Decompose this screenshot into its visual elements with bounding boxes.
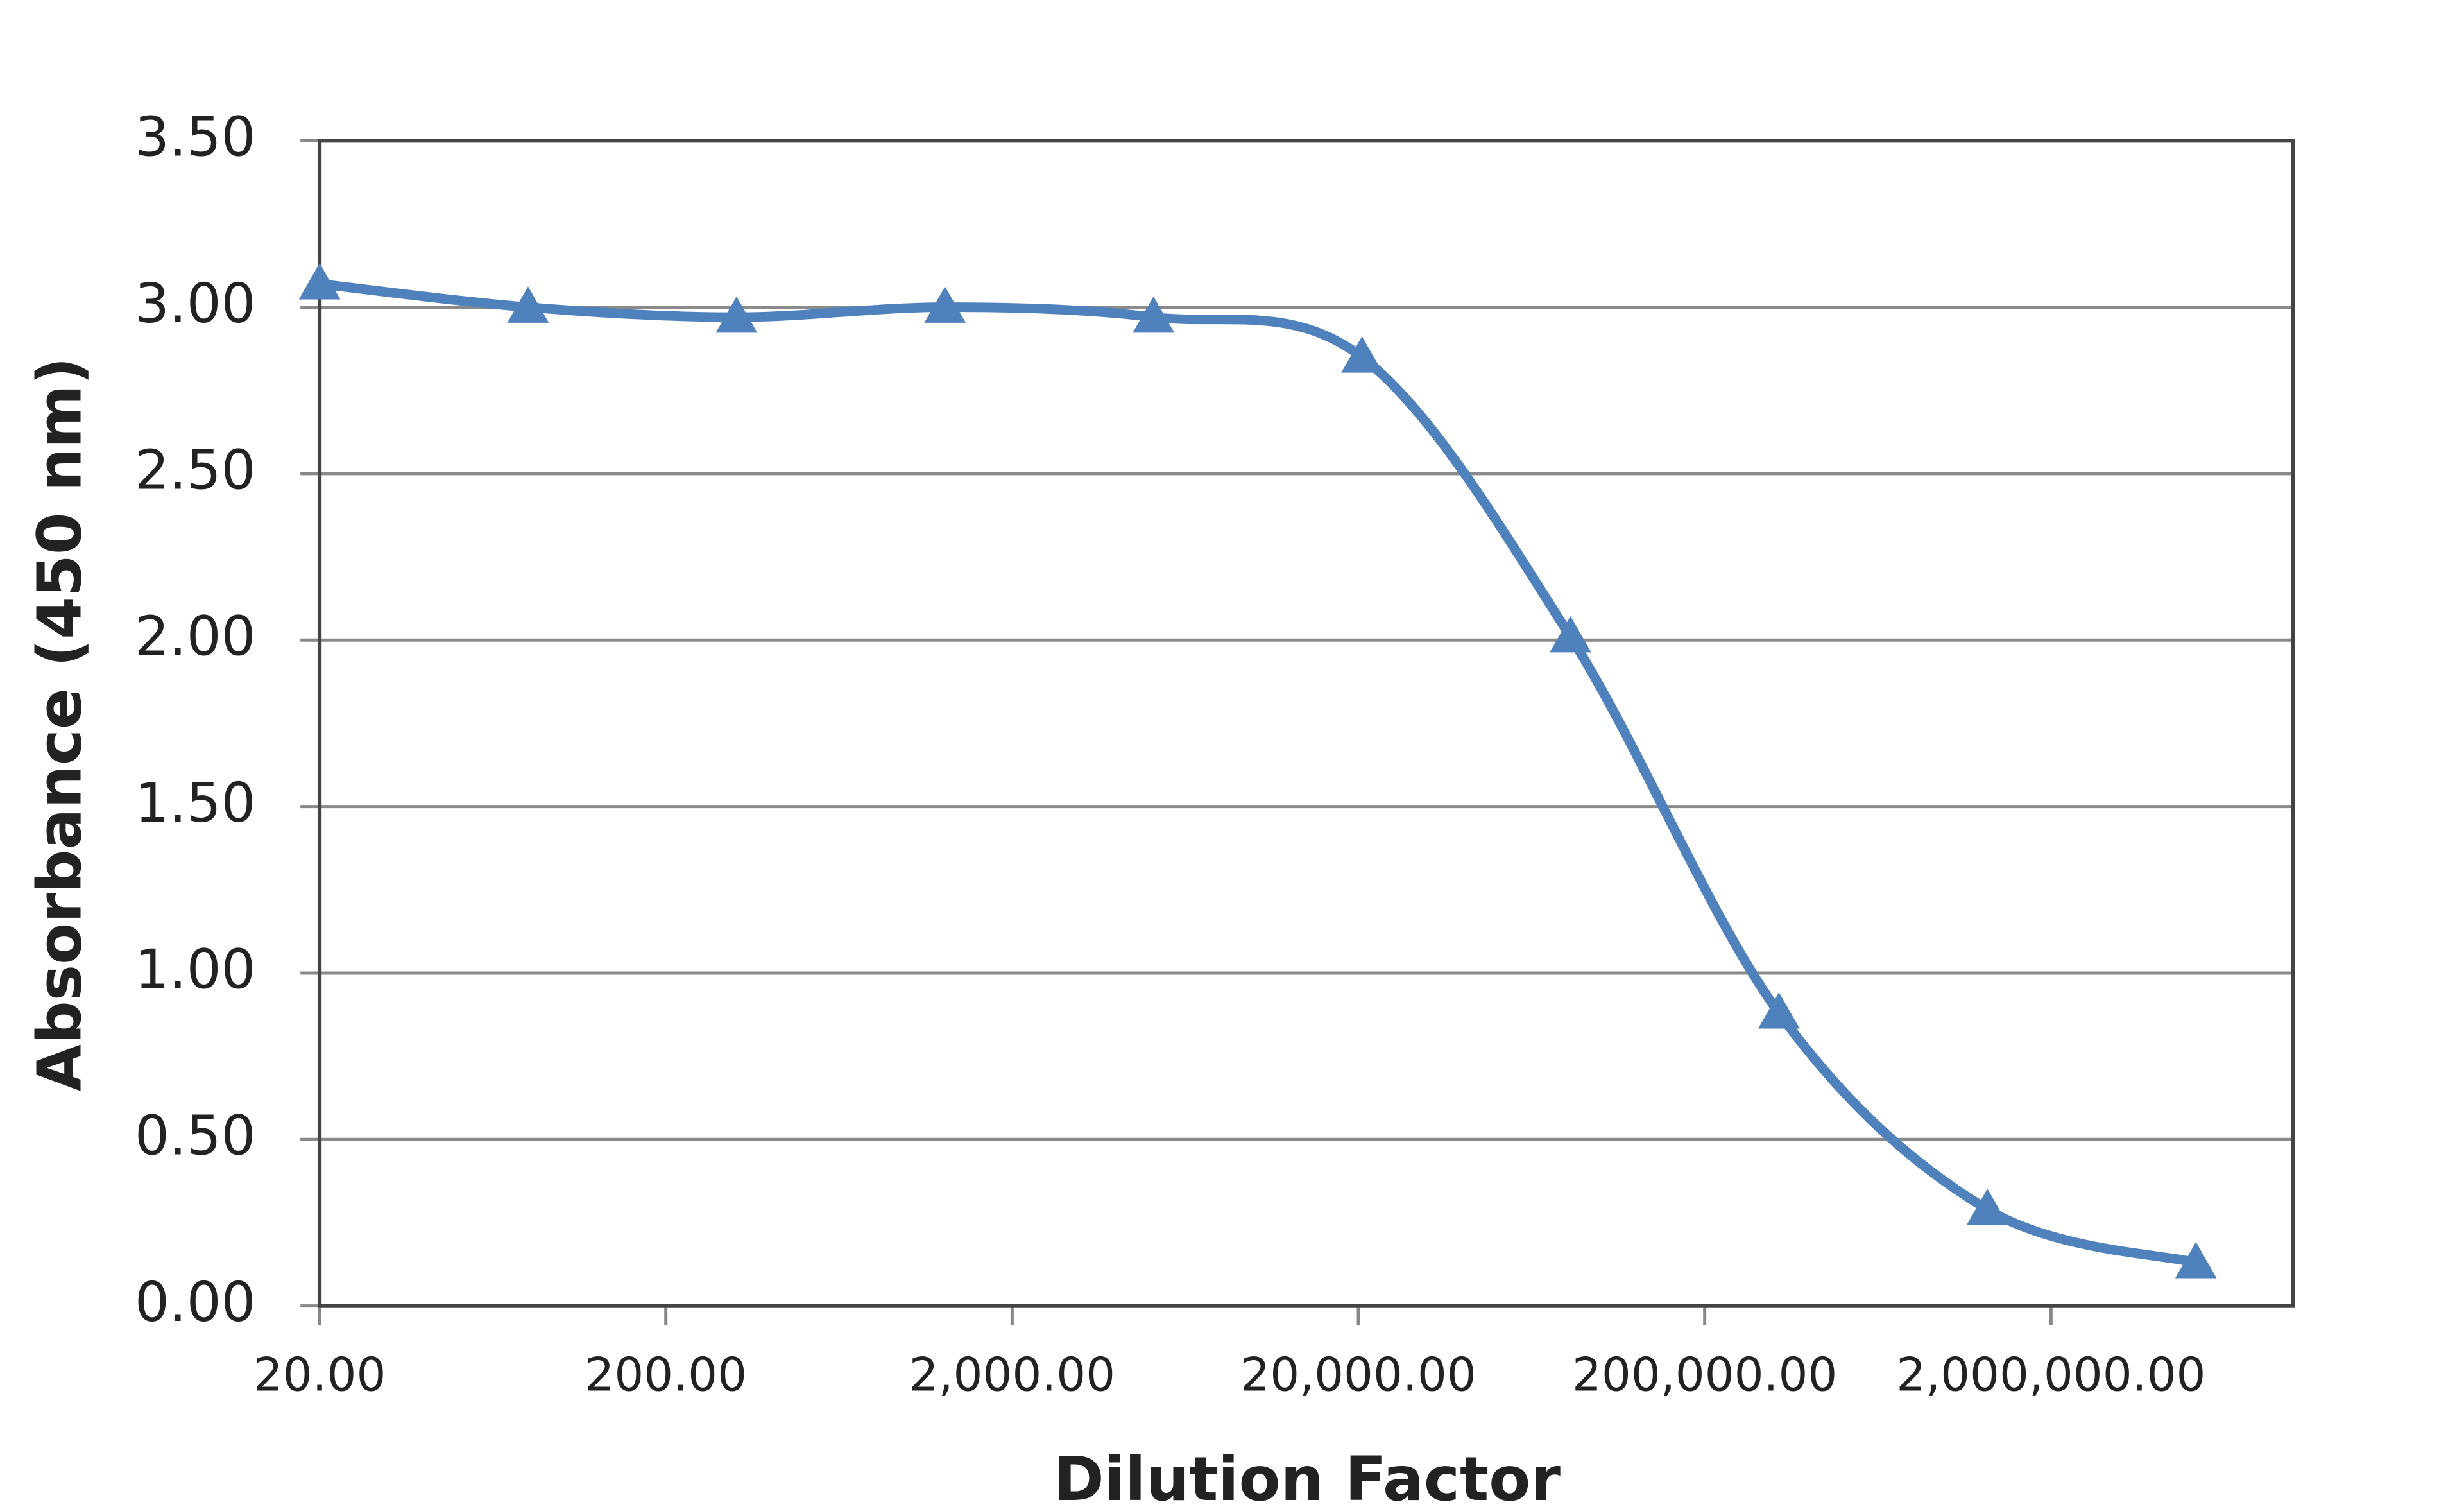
x-axis-title: Dilution Factor (1054, 1444, 1561, 1509)
x-tick-label: 2,000,000.00 (1896, 1349, 2205, 1402)
y-tick-label: 2.00 (135, 605, 256, 668)
x-tick-label: 20.00 (253, 1349, 386, 1402)
data-point (1133, 296, 1175, 333)
y-tick-label: 0.00 (135, 1270, 256, 1334)
data-point (1341, 336, 1383, 373)
y-tick-label: 3.00 (135, 272, 256, 335)
data-point (2175, 1241, 2217, 1279)
y-tick-label: 2.50 (135, 438, 256, 501)
x-tick-label: 2,000.00 (909, 1349, 1116, 1402)
plot-border (317, 139, 2295, 1308)
x-tick-label: 20,000.00 (1240, 1349, 1476, 1402)
y-axis-title: Absorbance (450 nm) (24, 357, 95, 1091)
data-point (1550, 616, 1591, 653)
data-point (1966, 1188, 2008, 1225)
y-tick-label: 1.50 (135, 771, 256, 834)
x-tick-label: 200.00 (585, 1349, 747, 1402)
data-point (924, 286, 966, 323)
y-tick-label: 1.00 (135, 937, 256, 1001)
y-tick-label: 3.50 (135, 105, 256, 169)
data-point (507, 286, 549, 323)
x-tick-label: 200,000.00 (1572, 1349, 1837, 1402)
y-tick-label: 0.50 (135, 1104, 256, 1168)
data-line (319, 279, 2198, 1268)
data-point (298, 263, 341, 300)
data-point (715, 296, 758, 333)
data-point (1758, 992, 1800, 1029)
